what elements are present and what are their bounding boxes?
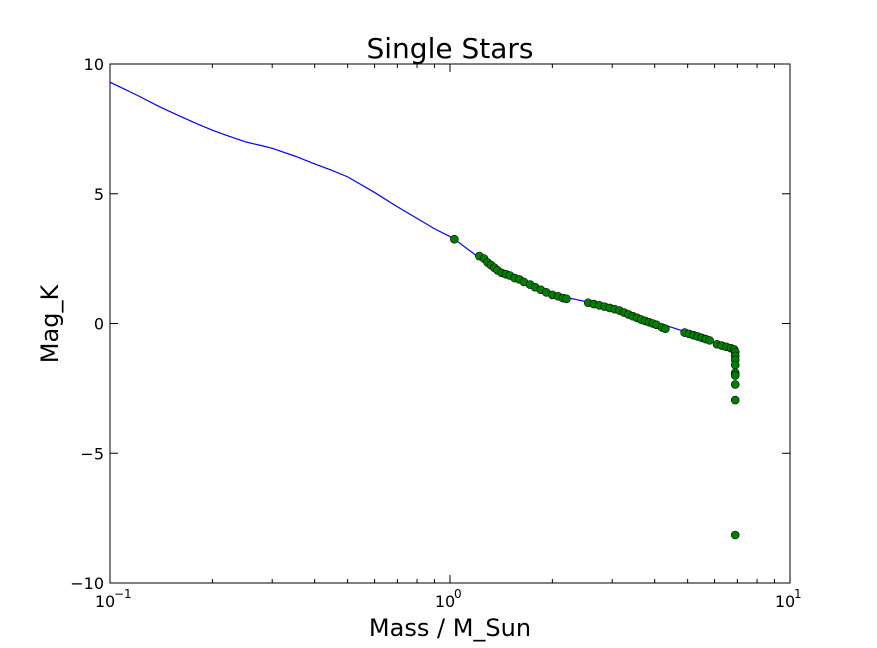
x-tick-label-base: 10 — [95, 592, 115, 611]
y-tick-label: 10 — [84, 55, 104, 74]
x-tick-label-exponent: −1 — [114, 587, 132, 601]
series-layer — [109, 81, 740, 540]
data-point — [730, 380, 740, 389]
series-line — [109, 81, 736, 351]
y-axis-label: Mag_K — [36, 284, 64, 364]
x-tick-label-base: 10 — [775, 592, 795, 611]
chart-title: Single Stars — [367, 32, 534, 65]
data-point — [730, 360, 740, 370]
y-tick-label: 0 — [94, 315, 104, 334]
plot-frame — [109, 63, 791, 584]
axis-ticks — [109, 63, 791, 584]
data-point — [730, 371, 740, 380]
data-point — [705, 336, 714, 345]
x-tick-label-exponent: 0 — [454, 587, 462, 601]
x-tick-label: 101 — [775, 587, 802, 611]
x-axis-label: Mass / M_Sun — [369, 614, 531, 642]
data-point — [450, 234, 459, 244]
x-tick-label: 10−1 — [95, 587, 132, 611]
data-point — [730, 530, 740, 540]
y-tick-label: −10 — [70, 574, 104, 593]
data-point — [661, 324, 670, 333]
data-point — [730, 395, 740, 405]
x-tick-label: 100 — [435, 587, 462, 611]
x-tick-label-base: 10 — [435, 592, 455, 611]
y-tick-label: 5 — [94, 185, 104, 204]
x-tick-label-exponent: 1 — [794, 587, 802, 601]
y-tick-label: −5 — [80, 444, 104, 463]
data-point — [562, 294, 571, 304]
